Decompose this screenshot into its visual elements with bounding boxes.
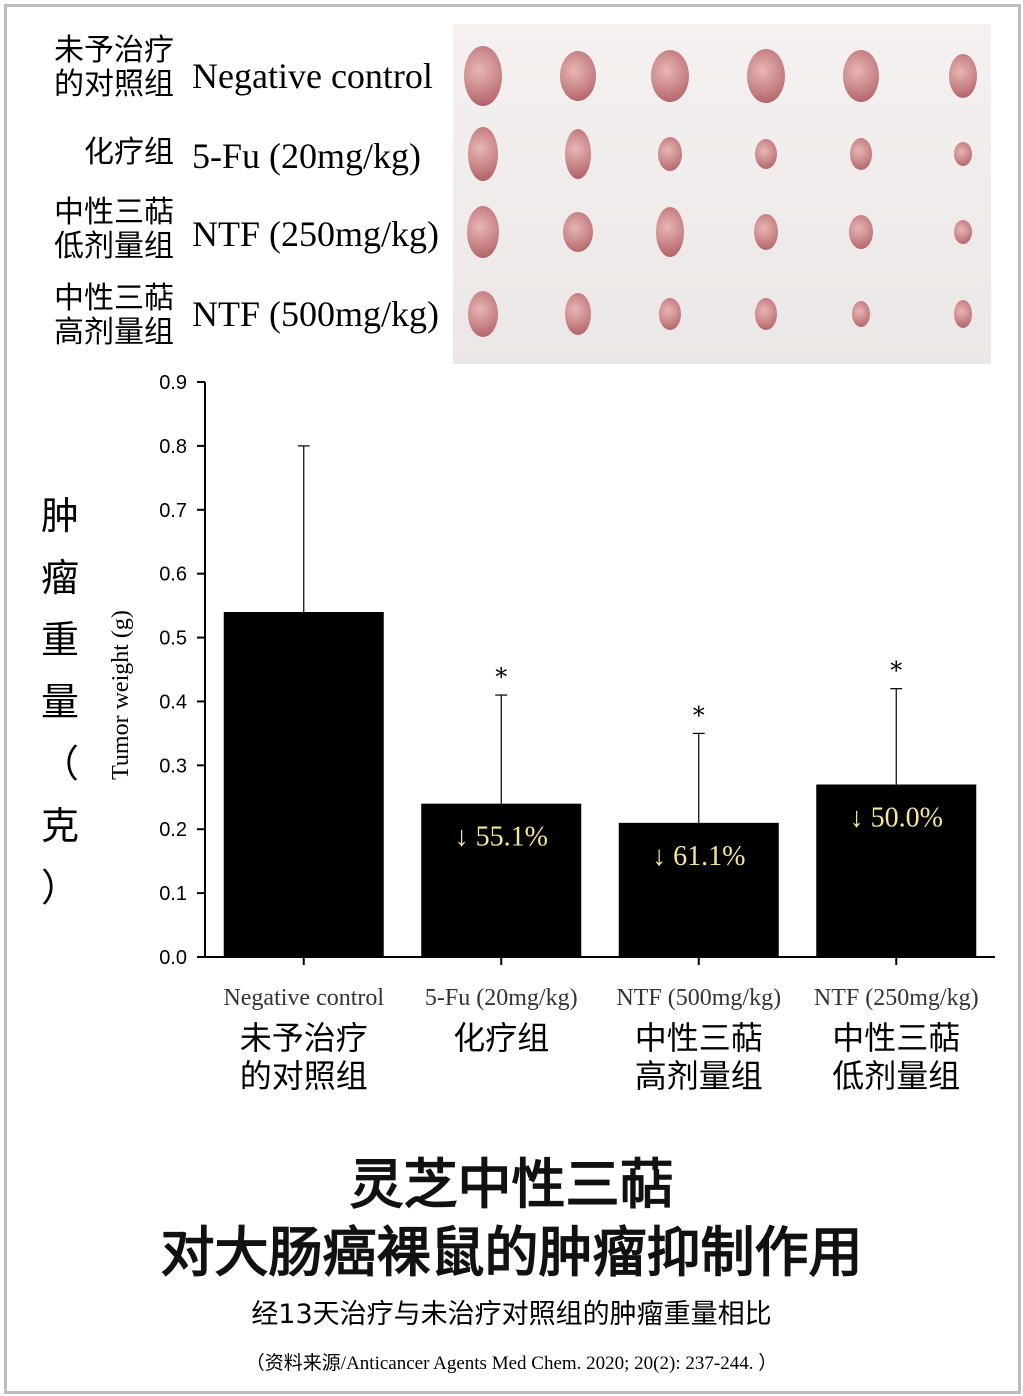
title-line-2: 对大肠癌裸鼠的肿瘤抑制作用 <box>160 1221 863 1284</box>
y-label-char: 量 <box>40 680 79 724</box>
photo-row-label-en: NTF (500mg/kg) <box>192 294 439 334</box>
x-tick-label-cn: 未予治疗 <box>240 1019 368 1057</box>
y-axis-label-cn: 肿瘤重量 （ 克 ） <box>38 485 82 919</box>
bar <box>618 822 779 957</box>
tumor-sample <box>656 207 684 257</box>
citation: （资料来源/Anticancer Agents Med Chem. 2020; … <box>245 1353 778 1374</box>
tumor-sample <box>659 298 681 330</box>
photo-row-label-cn: 化疗组 <box>34 136 174 170</box>
y-label-char: 克 <box>40 804 79 848</box>
title-line-1: 灵芝中性三萜 <box>349 1153 674 1216</box>
tumor-sample <box>563 212 593 252</box>
tumor-sample <box>651 50 689 102</box>
x-tick-label: Negative control <box>223 985 384 1011</box>
bar <box>421 803 582 957</box>
reduction-label: ↓ 61.1% <box>652 841 745 872</box>
tumor-sample <box>467 206 499 258</box>
x-tick-label-cn: 高剂量组 <box>635 1057 763 1095</box>
tumor-sample <box>954 220 972 244</box>
y-label-char: 肿 <box>40 494 79 538</box>
tumor-sample <box>954 300 972 328</box>
bar-chart: 0.0 0.1 0.2 0.3 0.4 0.5 0.6 0.7 0.8 0.9 Tumor weig… <box>108 372 995 1095</box>
tumor-sample <box>850 138 872 170</box>
x-tick-label: NTF (250mg/kg) <box>814 985 979 1011</box>
tumor-sample <box>949 54 977 98</box>
tumor-sample <box>565 293 591 335</box>
bar <box>816 784 977 957</box>
label-line: 的对照组 <box>54 67 174 102</box>
label-line: 未予治疗 <box>54 33 174 68</box>
reduction-label: ↓ 50.0% <box>850 803 943 834</box>
y-label-char: （ <box>40 742 79 786</box>
tumor-sample <box>560 51 596 101</box>
label-line: 中性三萜 <box>54 281 174 316</box>
tumor-sample <box>468 291 498 337</box>
photo-row-label-cn: 未予治疗 的对照组 <box>34 34 174 102</box>
tumor-sample <box>849 215 873 249</box>
y-tick-label: 0.6 <box>159 564 187 586</box>
x-tick-label: 5-Fu (20mg/kg) <box>425 985 578 1011</box>
label-line: 中性三萜 <box>54 195 174 230</box>
tumor-sample <box>754 214 778 250</box>
x-tick-label-cn: 中性三萜 <box>635 1019 763 1057</box>
tumor-sample <box>658 137 682 171</box>
x-tick-label: NTF (500mg/kg) <box>616 985 781 1011</box>
photo-row-label-en: 5-Fu (20mg/kg) <box>192 136 421 176</box>
bar <box>223 612 384 957</box>
figure-frame <box>4 4 1021 1394</box>
y-tick-label: 0.8 <box>159 436 187 458</box>
y-tick-label: 0.7 <box>159 500 187 522</box>
y-label-char: ） <box>40 866 79 910</box>
y-tick-label: 0.3 <box>159 755 187 777</box>
label-line: 高剂量组 <box>54 315 174 350</box>
tumor-sample <box>954 142 972 166</box>
tumor-sample <box>755 298 777 330</box>
y-tick-label: 0.2 <box>159 819 187 841</box>
photo-row-label-cn: 中性三萜 低剂量组 <box>34 196 174 264</box>
y-axis-label: Tumor weight (g) <box>108 610 134 780</box>
photo-row-label-en: Negative control <box>192 56 433 96</box>
y-label-char: 重 <box>40 618 79 662</box>
x-tick-label-cn: 中性三萜 <box>832 1019 960 1057</box>
tumor-sample <box>755 139 777 169</box>
y-tick-label: 0.0 <box>159 947 187 969</box>
y-tick-label: 0.9 <box>159 372 187 394</box>
significance-marker: * <box>693 701 705 729</box>
subtitle: 经13天治疗与未治疗对照组的肿瘤重量相比 <box>251 1299 772 1330</box>
tumor-sample <box>468 127 498 181</box>
significance-marker: * <box>890 657 902 685</box>
photo-row-label-en: NTF (250mg/kg) <box>192 214 439 254</box>
tumor-photo <box>453 24 991 364</box>
tumor-sample <box>464 46 502 106</box>
y-tick-label: 0.5 <box>159 628 187 650</box>
photo-row-label-cn: 中性三萜 高剂量组 <box>34 282 174 350</box>
tumor-sample <box>852 301 870 327</box>
y-tick-label: 0.1 <box>159 883 187 905</box>
tumor-sample <box>843 50 879 102</box>
label-line: 化疗组 <box>84 135 174 170</box>
x-tick-label-cn: 化疗组 <box>453 1019 549 1057</box>
reduction-label: ↓ 55.1% <box>455 822 548 853</box>
tumor-sample <box>565 129 591 179</box>
tumor-sample <box>747 49 785 103</box>
x-tick-label-cn: 的对照组 <box>240 1057 368 1095</box>
label-line: 低剂量组 <box>54 229 174 264</box>
y-label-char: 瘤 <box>40 556 79 600</box>
y-tick-label: 0.4 <box>159 691 187 713</box>
x-tick-label-cn: 低剂量组 <box>832 1057 960 1095</box>
significance-marker: * <box>495 663 507 691</box>
